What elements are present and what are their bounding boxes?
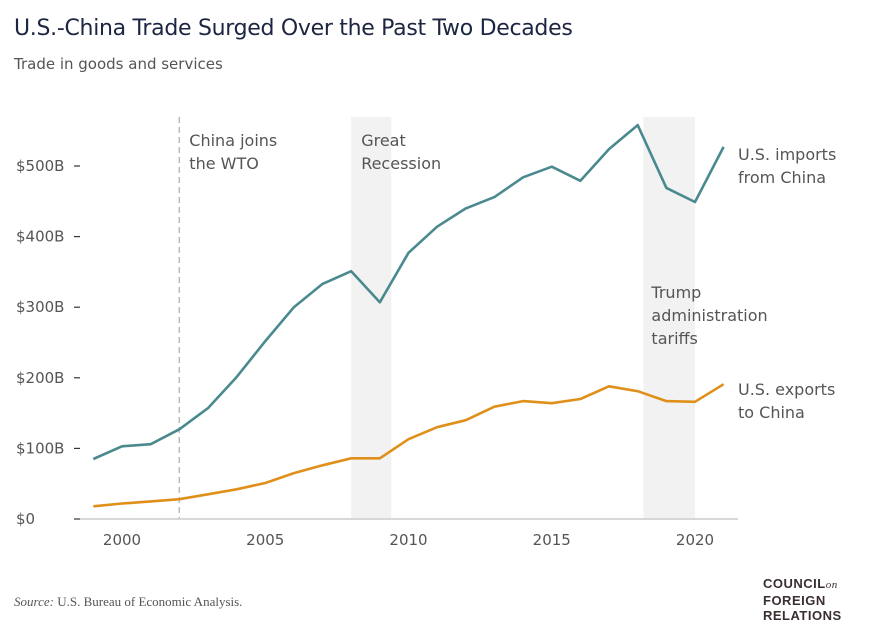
logo-line: RELATIONS (763, 608, 842, 623)
annotation-recession-line: Recession (361, 154, 441, 173)
chart-title: U.S.-China Trade Surged Over the Past Tw… (14, 16, 573, 41)
legend-imports-line: U.S. imports (738, 145, 836, 164)
annotation-tariffs-line: administration (651, 306, 767, 325)
x-tick-label: 2020 (676, 531, 714, 549)
source-label: Source: (14, 594, 54, 609)
imports-line (92, 123, 725, 461)
cfr-logo: COUNCILon FOREIGN RELATIONS (763, 576, 842, 623)
annotation-wto-line: the WTO (189, 154, 259, 173)
shaded-band (643, 117, 695, 519)
y-tick-label: $500B (16, 157, 64, 175)
chart-subtitle: Trade in goods and services (14, 55, 223, 73)
y-tick-label: $0 (16, 510, 35, 528)
annotation-wto: China joins the WTO (189, 131, 277, 173)
annotation-wto-line: China joins (189, 131, 277, 150)
source-text: U.S. Bureau of Economic Analysis. (57, 594, 243, 609)
legend-imports-line: from China (738, 168, 826, 187)
x-tick-label: 2000 (103, 531, 141, 549)
legend-exports: U.S. exports to China (738, 380, 835, 422)
logo-line: FOREIGN (763, 593, 826, 608)
annotation-tariffs-line: Trump (650, 283, 701, 302)
source-note: Source: U.S. Bureau of Economic Analysis… (14, 594, 242, 610)
annotation-tariffs: Trump administration tariffs (650, 283, 767, 348)
annotation-recession-line: Great (361, 131, 406, 150)
logo-on: on (825, 579, 838, 591)
x-tick-label: 2005 (246, 531, 284, 549)
logo-line: COUNCIL (763, 576, 826, 591)
annotation-recession: Great Recession (361, 131, 441, 173)
y-tick-label: $400B (16, 228, 64, 246)
y-tick-label: $300B (16, 298, 64, 316)
annotation-tariffs-line: tariffs (651, 329, 697, 348)
x-tick-label: 2010 (389, 531, 427, 549)
exports-line (93, 383, 725, 508)
legend-exports-line: to China (738, 403, 805, 422)
x-tick-label: 2015 (533, 531, 571, 549)
y-tick-label: $200B (16, 369, 64, 387)
legend-exports-line: U.S. exports (738, 380, 835, 399)
y-tick-label: $100B (16, 439, 64, 457)
legend-imports: U.S. imports from China (738, 145, 836, 187)
shaded-band (351, 117, 392, 519)
